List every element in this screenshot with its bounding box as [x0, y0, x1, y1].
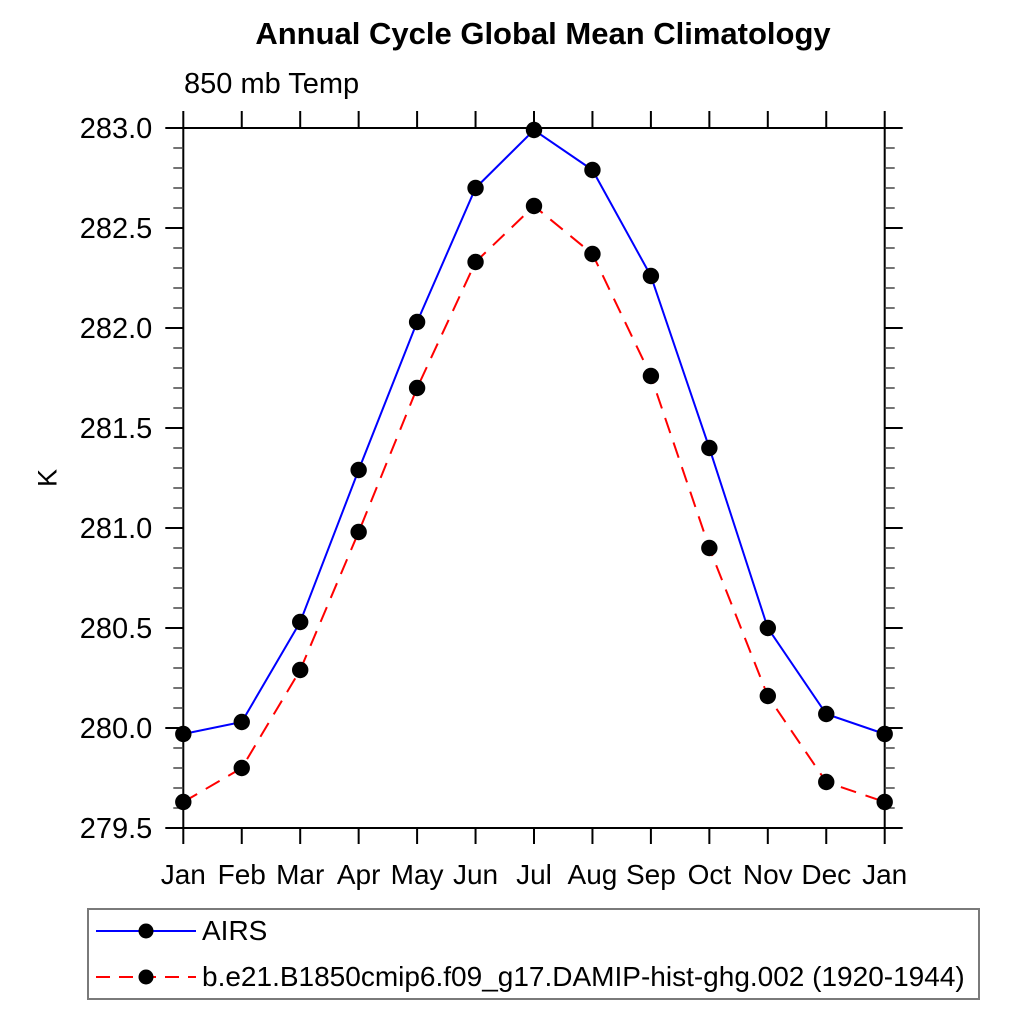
- series-marker: [525, 197, 543, 215]
- series-marker: [175, 725, 192, 743]
- x-tick-label: Aug: [568, 859, 618, 890]
- y-tick-label: 281.0: [80, 513, 153, 545]
- x-tick-label: Jan: [161, 859, 206, 890]
- chart-subtitle: 850 mb Temp: [184, 68, 360, 100]
- y-tick-label: 282.0: [80, 313, 153, 345]
- series-marker: [759, 687, 776, 705]
- series-marker: [584, 245, 601, 263]
- series-line-airs: [183, 128, 886, 735]
- legend-line-sample-solid: [96, 923, 196, 939]
- y-tick-label: 283.0: [80, 113, 153, 145]
- x-tick-label: Dec: [801, 859, 851, 890]
- series-marker: [233, 759, 250, 777]
- series-marker: [292, 661, 309, 679]
- series-marker: [701, 539, 718, 557]
- y-tick-label: 282.5: [80, 213, 153, 245]
- series-marker: [350, 461, 367, 479]
- x-tick-label: Feb: [218, 859, 266, 890]
- y-tick-label: 281.5: [80, 413, 153, 445]
- series-marker: [467, 253, 484, 271]
- series-marker: [701, 439, 718, 457]
- x-tick-label: Oct: [688, 859, 732, 890]
- series-marker: [292, 613, 309, 631]
- series-line-model: [182, 204, 886, 803]
- legend-sample-marker-icon: [138, 923, 154, 939]
- x-tick-label: Jan: [862, 859, 907, 890]
- series-marker: [642, 367, 660, 385]
- series-marker: [876, 793, 893, 811]
- y-tick-label: 280.0: [80, 713, 153, 745]
- x-tick-label: Nov: [743, 859, 793, 890]
- x-tick-label: Apr: [337, 859, 381, 890]
- x-tick-label: Jun: [453, 859, 498, 890]
- series-marker: [584, 161, 601, 179]
- series-marker: [642, 267, 660, 285]
- series-marker: [525, 121, 543, 139]
- series-marker: [876, 725, 893, 743]
- series-marker: [350, 523, 367, 541]
- series-marker: [467, 179, 484, 197]
- legend-label: b.e21.B1850cmip6.f09_g17.DAMIP-hist-ghg.…: [202, 961, 965, 992]
- series-marker: [818, 773, 835, 791]
- legend: AIRS b.e21.B1850cmip6.f09_g17.DAMIP-hist-…: [87, 908, 980, 1000]
- legend-item-model: b.e21.B1850cmip6.f09_g17.DAMIP-hist-ghg.…: [93, 957, 978, 997]
- y-tick-label: 279.5: [80, 813, 153, 845]
- chart-title: Annual Cycle Global Mean Climatology: [255, 16, 831, 51]
- legend-item-airs: AIRS: [93, 911, 978, 951]
- legend-sample-marker-icon: [138, 969, 154, 985]
- x-tick-label: Sep: [626, 859, 676, 890]
- y-tick-label: 280.5: [80, 613, 153, 645]
- x-tick-label: Mar: [276, 859, 324, 890]
- legend-label: AIRS: [202, 915, 268, 946]
- series-marker: [233, 713, 250, 731]
- series-marker: [175, 793, 192, 811]
- series-marker: [759, 619, 776, 637]
- series-marker: [408, 379, 426, 397]
- series-marker: [408, 313, 426, 331]
- axis-frame: [182, 127, 886, 829]
- legend-line-sample-dashed: [96, 969, 196, 985]
- x-tick-label: Jul: [516, 859, 552, 890]
- series-marker: [818, 705, 835, 723]
- x-tick-label: May: [391, 859, 444, 890]
